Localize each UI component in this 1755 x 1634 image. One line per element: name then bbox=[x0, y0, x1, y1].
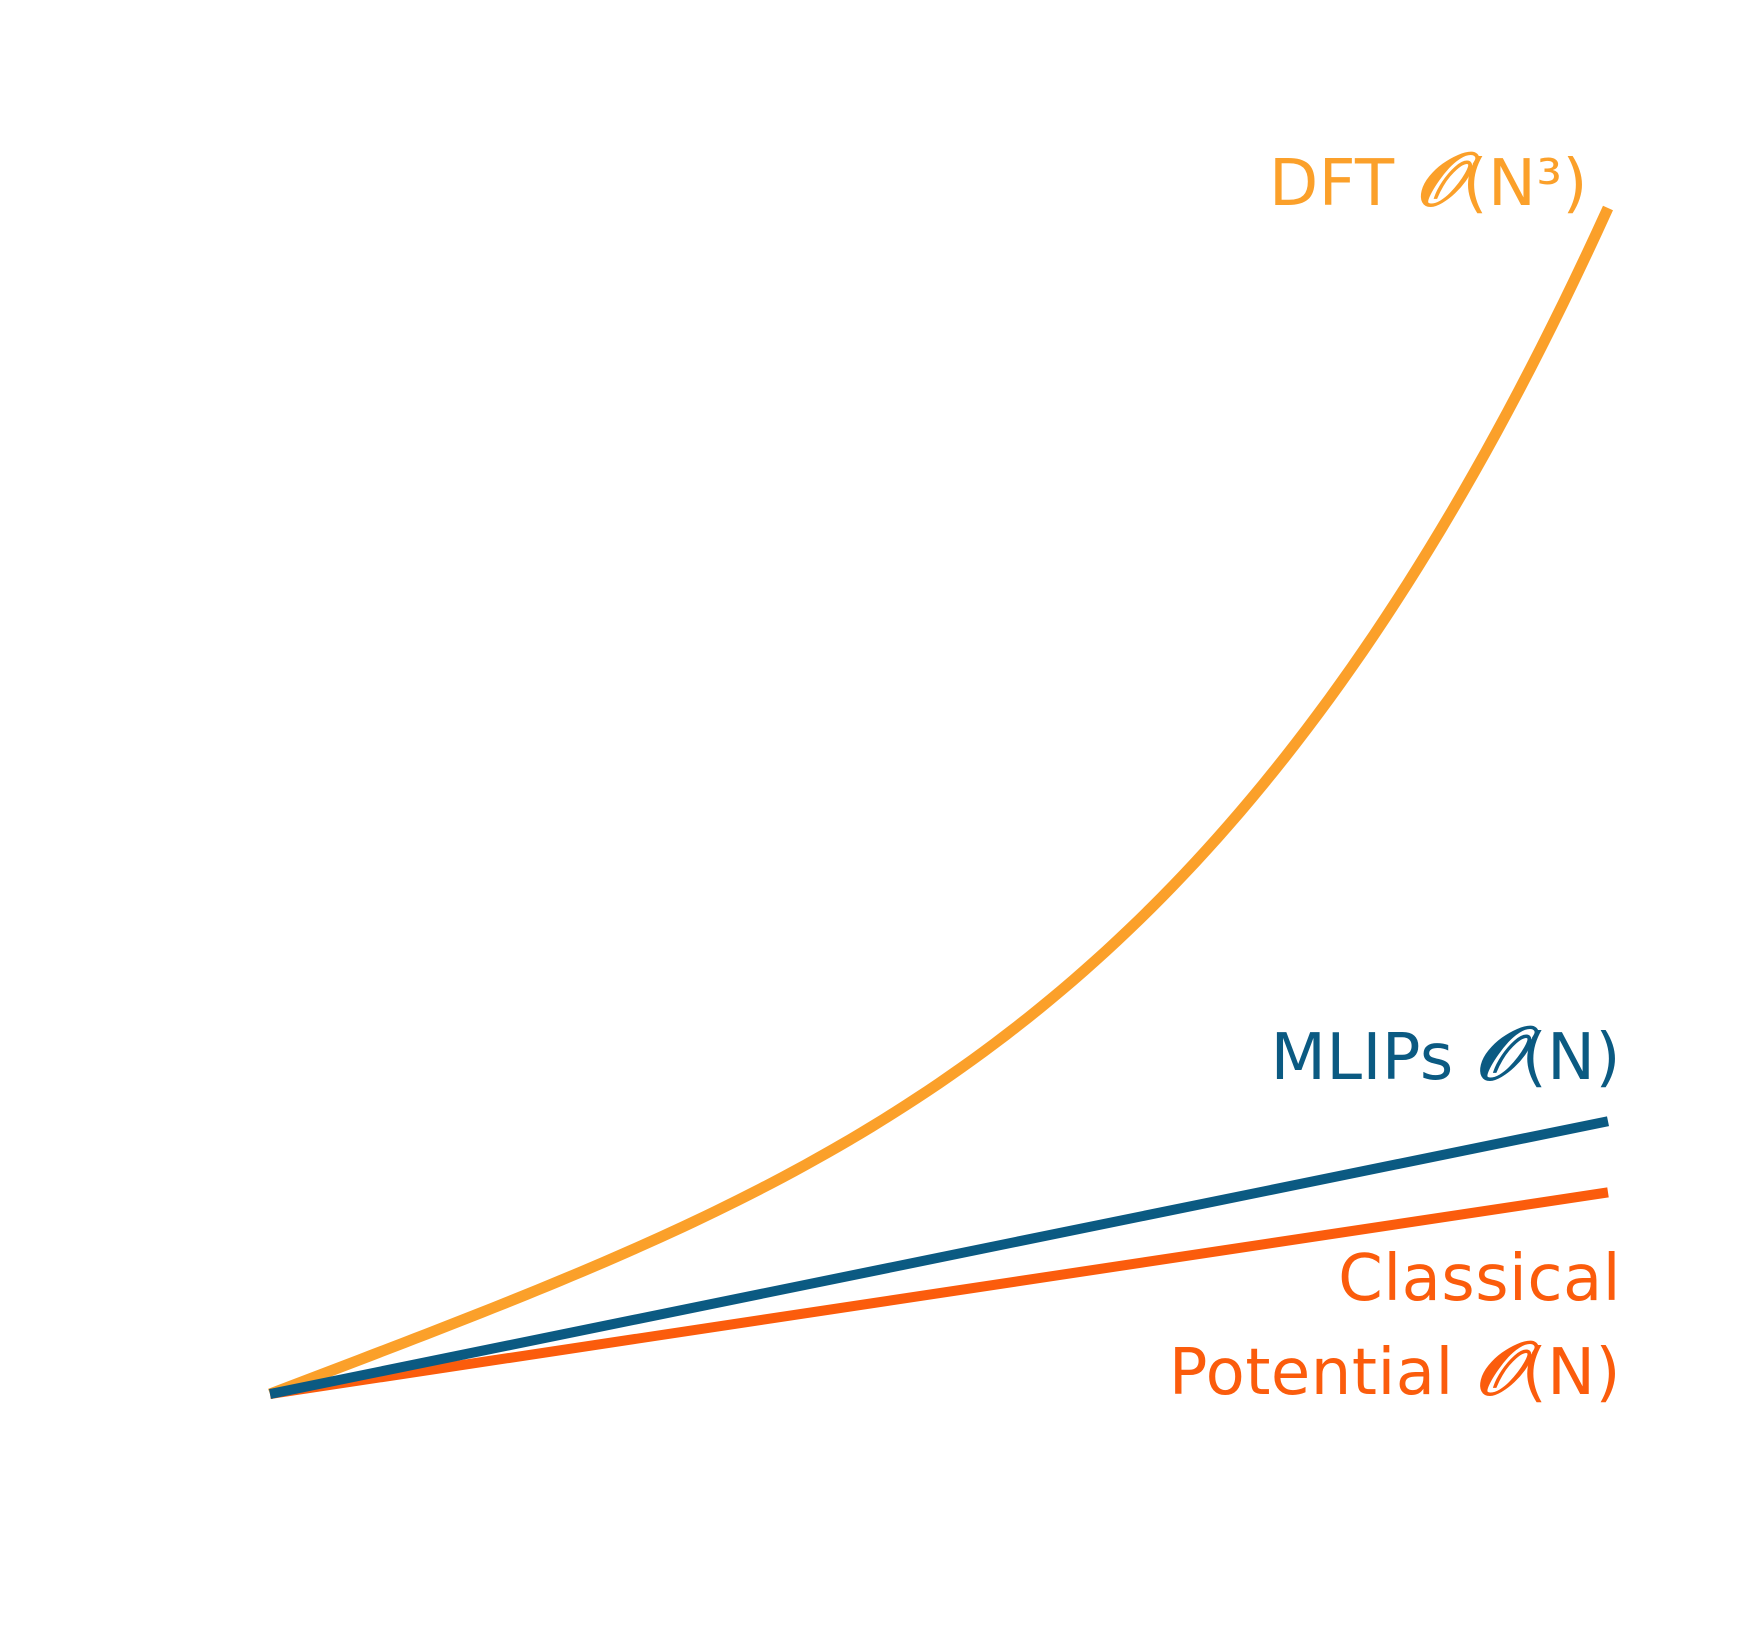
classical-name-line2-row: Potential 𝒪(N) bbox=[1169, 1321, 1621, 1417]
mlips-name: MLIPs bbox=[1270, 1021, 1454, 1095]
dft-name: DFT bbox=[1269, 147, 1395, 221]
classical-name-line1: Classical bbox=[1338, 1242, 1621, 1316]
classical-name-line2: Potential bbox=[1168, 1336, 1454, 1411]
classical-complexity: (N) bbox=[1521, 1336, 1621, 1411]
dft-big-o: 𝒪 bbox=[1415, 137, 1463, 223]
series-line-classical bbox=[269, 1187, 1609, 1399]
series-line-dft bbox=[268, 205, 1613, 1400]
classical-big-o: 𝒪 bbox=[1474, 1326, 1522, 1413]
series-line-mlips bbox=[269, 1116, 1609, 1399]
dft-series-label: DFT 𝒪(N³) bbox=[1269, 132, 1588, 228]
dft-complexity: (N³) bbox=[1462, 147, 1588, 221]
series-layer bbox=[268, 205, 1613, 1400]
mlips-series-label: MLIPs 𝒪(N) bbox=[1271, 1006, 1621, 1102]
classical-series-label: Classical Potential 𝒪(N) bbox=[1169, 1238, 1621, 1417]
mlips-big-o: 𝒪 bbox=[1474, 1011, 1522, 1097]
mlips-complexity: (N) bbox=[1521, 1021, 1621, 1095]
